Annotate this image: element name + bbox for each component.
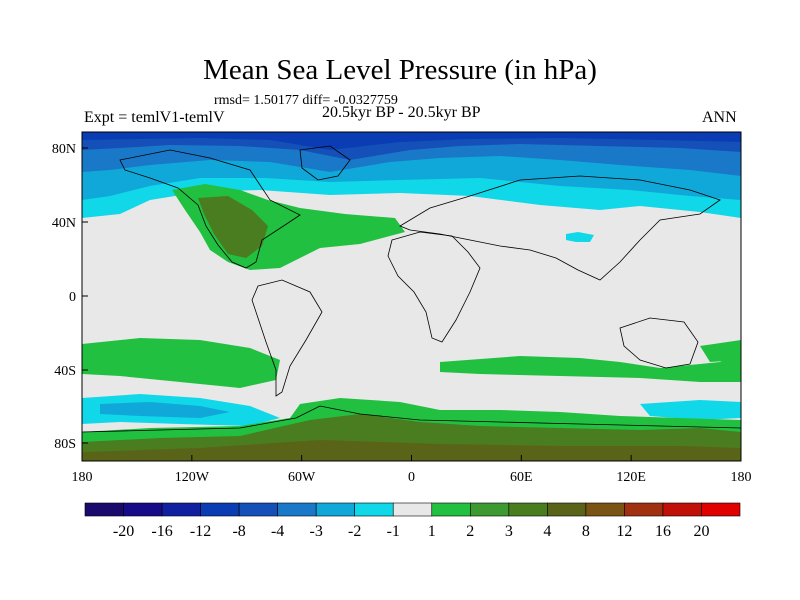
colorbar-swatch	[200, 502, 240, 517]
colorbar-label: 3	[505, 523, 513, 540]
colorbar-swatch	[277, 502, 317, 517]
contour-patch-minus2-southeast	[640, 400, 741, 420]
colorbar-label: 1	[428, 523, 436, 540]
colorbar-label: -2	[348, 523, 361, 540]
longitude-axis: 180 120W 60W 0 60E 120E 180	[72, 455, 752, 485]
lon-tick-label: 0	[408, 470, 415, 485]
lon-tick-label: 180	[731, 470, 752, 485]
colorbar-swatch	[624, 502, 664, 517]
latitude-axis: 80N 40N 0 40S 80S	[52, 142, 88, 452]
contour-band-plus2-south-pacific	[82, 338, 280, 388]
period-label: 20.5kyr BP - 20.5kyr BP	[322, 104, 481, 121]
colorbar-label: 4	[543, 523, 551, 540]
contour-band-plus2-south-indian	[440, 352, 741, 382]
coastline-south-america	[251, 279, 323, 397]
coastline-greenland	[299, 145, 351, 181]
colorbar-label: -16	[151, 523, 172, 540]
stats-label: rmsd= 1.50177 diff= -0.0327759	[214, 93, 398, 108]
colorbar-label: 16	[655, 523, 671, 540]
colorbar-swatch	[662, 502, 702, 517]
lat-tick-label: 80S	[54, 437, 76, 452]
lon-tick-label: 180	[72, 470, 93, 485]
contour-band-minus12	[82, 132, 741, 150]
contour-band-plus4-antarctic	[82, 440, 741, 461]
colorbar-label: -3	[310, 523, 323, 540]
colorbar-swatch	[701, 502, 741, 517]
colorbar-swatch	[508, 502, 548, 517]
colorbar-swatch	[585, 502, 625, 517]
colorbar-swatch	[354, 502, 394, 517]
colorbar-label: -4	[271, 523, 284, 540]
colorbar-label: -12	[190, 523, 211, 540]
colorbar-swatch	[84, 502, 124, 517]
coastlines	[82, 145, 741, 433]
colorbar-label: 8	[582, 523, 590, 540]
lon-tick-label: 60W	[288, 470, 316, 485]
colorbar-label: 12	[616, 523, 632, 540]
colorbar-swatch	[123, 502, 163, 517]
contour-band-plus3	[198, 196, 268, 258]
map-title: Mean Sea Level Pressure (in hPa)	[203, 54, 597, 86]
colorbar-label: -20	[113, 523, 134, 540]
lat-tick-label: 80N	[52, 142, 76, 157]
colorbar-label: -1	[387, 523, 400, 540]
coastline-eurasia	[399, 175, 721, 281]
season-label: ANN	[702, 109, 737, 126]
coastline-north-america	[119, 149, 301, 269]
colorbar-swatch	[392, 502, 433, 517]
coastline-australia	[619, 317, 699, 369]
contour-patch-minus2	[566, 232, 594, 242]
lat-tick-label: 40N	[52, 216, 76, 231]
coastline-antarctica	[82, 405, 741, 433]
colorbar-swatch	[431, 502, 471, 517]
colorbar-label: -8	[232, 523, 245, 540]
lon-tick-label: 120W	[175, 470, 210, 485]
lat-tick-label: 0	[69, 290, 76, 305]
colorbar-swatch	[161, 502, 201, 517]
contour-patch-plus2-nz	[700, 340, 741, 362]
lon-tick-label: 120E	[616, 470, 646, 485]
colorbar: -20 -16 -12 -8 -4 -3 -2 -1 1 2 3 4 8 12 16 20	[84, 502, 741, 540]
colorbar-swatch	[315, 502, 356, 517]
colorbar-label: 2	[466, 523, 474, 540]
pressure-field	[82, 132, 741, 461]
colorbar-label: 20	[693, 523, 709, 540]
colorbar-swatch	[238, 502, 278, 517]
lat-tick-label: 40S	[54, 364, 76, 379]
lon-tick-label: 60E	[510, 470, 533, 485]
experiment-label: Expt = temlV1-temlV	[84, 109, 225, 126]
colorbar-swatch	[469, 502, 510, 517]
coastline-africa	[387, 231, 481, 343]
colorbar-swatch	[547, 502, 587, 517]
contour-band-minus3-south	[100, 402, 230, 418]
